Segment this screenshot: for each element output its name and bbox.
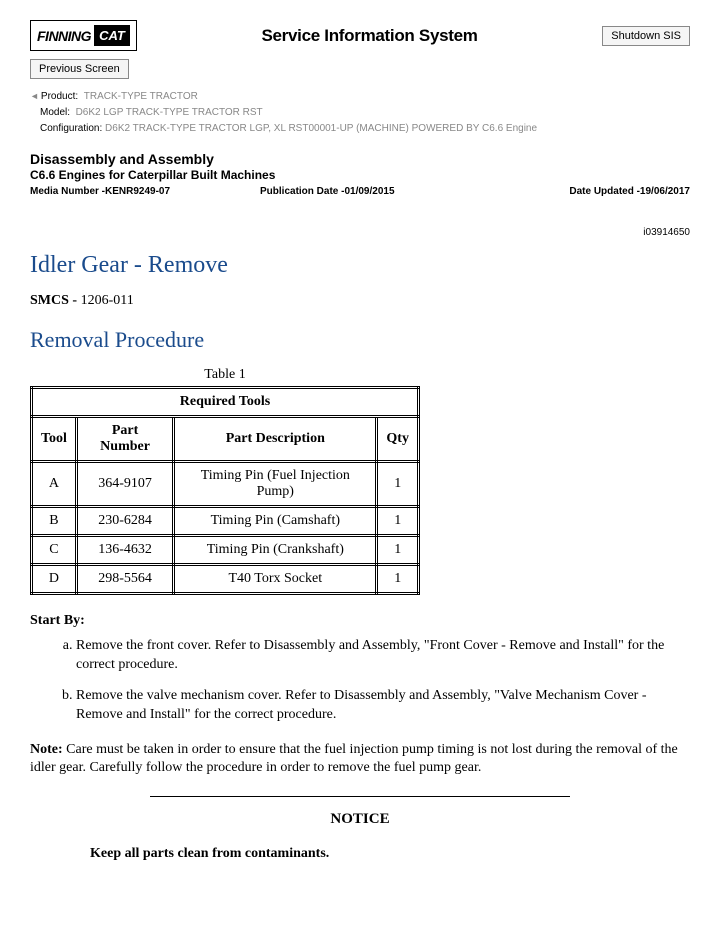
- required-tools-table: Required Tools Tool Part Number Part Des…: [30, 386, 420, 595]
- publication-date: Publication Date -01/09/2015: [260, 186, 490, 197]
- table-header: Part Description: [174, 417, 377, 462]
- table-caption: Table 1: [30, 367, 420, 383]
- notice-divider: [150, 796, 570, 797]
- previous-screen-button[interactable]: Previous Screen: [30, 59, 129, 79]
- table-header: Tool: [32, 417, 77, 462]
- product-meta: ◄Product: TRACK-TYPE TRACTOR Model: D6K2…: [30, 89, 690, 137]
- table-title: Required Tools: [32, 388, 419, 417]
- shutdown-sis-button[interactable]: Shutdown SIS: [602, 26, 690, 46]
- system-title: Service Information System: [147, 26, 592, 46]
- product-value: TRACK-TYPE TRACTOR: [84, 91, 198, 102]
- product-label: Product:: [41, 91, 78, 102]
- brand-logo: FINNING CAT: [30, 20, 137, 51]
- list-item: Remove the front cover. Refer to Disasse…: [76, 637, 690, 675]
- start-by-heading: Start By:: [30, 613, 690, 629]
- note-paragraph: Note: Care must be taken in order to ens…: [30, 741, 690, 779]
- media-number: Media Number -KENR9249-07: [30, 186, 260, 197]
- config-label: Configuration:: [40, 123, 102, 134]
- logo-cat-text: CAT: [94, 25, 130, 46]
- smcs-code: SMCS - 1206-011: [30, 293, 690, 309]
- model-value: D6K2 LGP TRACK-TYPE TRACTOR RST: [76, 107, 263, 118]
- note-text: Care must be taken in order to ensure th…: [30, 742, 678, 776]
- date-updated: Date Updated -19/06/2017: [490, 186, 690, 197]
- notice-title: NOTICE: [30, 811, 690, 828]
- document-id: i03914650: [30, 227, 690, 238]
- note-label: Note:: [30, 742, 66, 757]
- table-header: Qty: [377, 417, 419, 462]
- start-by-list: Remove the front cover. Refer to Disasse…: [30, 637, 690, 725]
- table-header: Part Number: [76, 417, 173, 462]
- list-item: Remove the valve mechanism cover. Refer …: [76, 687, 690, 725]
- smcs-label: SMCS -: [30, 293, 81, 308]
- table-row: D 298-5564 T40 Torx Socket 1: [32, 565, 419, 594]
- notice-body: Keep all parts clean from contaminants.: [30, 846, 690, 862]
- section-heading: Removal Procedure: [30, 327, 690, 353]
- subsection-title: C6.6 Engines for Caterpillar Built Machi…: [30, 168, 690, 182]
- config-value: D6K2 TRACK-TYPE TRACTOR LGP, XL RST00001…: [105, 123, 537, 134]
- section-title: Disassembly and Assembly: [30, 151, 690, 167]
- table-row: A 364-9107 Timing Pin (Fuel Injection Pu…: [32, 462, 419, 507]
- logo-finning-text: FINNING: [37, 28, 91, 44]
- page-title: Idler Gear - Remove: [30, 252, 690, 279]
- smcs-value: 1206-011: [81, 293, 134, 308]
- table-row: B 230-6284 Timing Pin (Camshaft) 1: [32, 507, 419, 536]
- table-row: C 136-4632 Timing Pin (Crankshaft) 1: [32, 536, 419, 565]
- model-label: Model:: [40, 107, 70, 118]
- back-arrow-icon: ◄: [30, 91, 39, 101]
- media-info-row: Media Number -KENR9249-07 Publication Da…: [30, 186, 690, 197]
